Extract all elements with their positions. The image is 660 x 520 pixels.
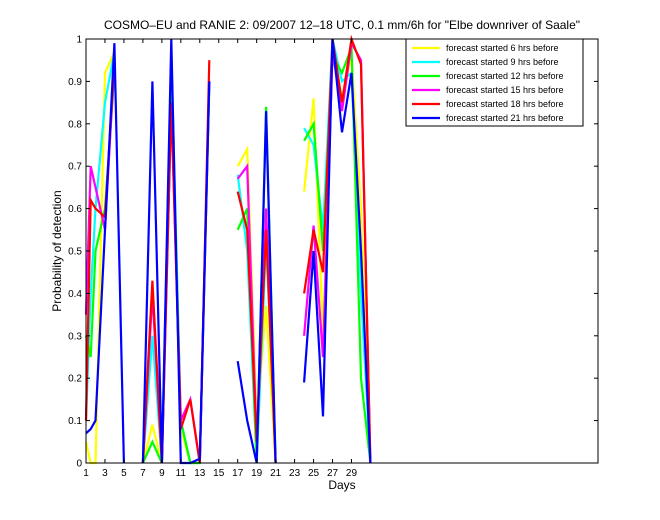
- x-axis-ticks: 1 3 5 7 9 11 13 15 17 19 21 23 25 27 29: [83, 39, 357, 479]
- x-tick-label: 27: [327, 468, 339, 479]
- legend-entry: forecast started 6 hrs before: [446, 43, 559, 53]
- series-line-6: [85, 38, 372, 465]
- y-tick-label: 0.8: [68, 119, 82, 130]
- legend-entry: forecast started 9 hrs before: [446, 57, 559, 67]
- y-tick-label: 0.3: [68, 331, 82, 342]
- legend-entry: forecast started 15 hrs before: [446, 85, 564, 95]
- x-tick-label: 5: [121, 468, 127, 479]
- x-tick-label: 9: [159, 468, 165, 479]
- x-tick-label: 3: [102, 468, 108, 479]
- y-tick-label: 0.5: [68, 247, 82, 258]
- y-tick-label: 0: [76, 459, 82, 470]
- legend-box: [405, 38, 584, 127]
- y-tick-label: 0.6: [68, 204, 82, 215]
- x-tick-label: 25: [308, 468, 320, 479]
- y-tick-label: 0.7: [68, 162, 82, 173]
- y-tick-label: 0.2: [68, 374, 82, 385]
- x-tick-label: 23: [289, 468, 301, 479]
- legend-items: forecast started 6 hrs before forecast st…: [412, 43, 564, 123]
- y-axis-label: Probability of detection: [50, 190, 64, 311]
- x-tick-label: 29: [346, 468, 358, 479]
- y-tick-label: 0.9: [68, 77, 82, 88]
- x-tick-label: 13: [194, 468, 206, 479]
- chart-title: COSMO–EU and RANIE 2: 09/2007 12–18 UTC,…: [104, 18, 580, 32]
- y-tick-label: 0.4: [68, 289, 82, 300]
- legend-entry: forecast started 21 hrs before: [446, 113, 564, 123]
- legend-entry: forecast started 18 hrs before: [446, 99, 564, 109]
- x-tick-label: 11: [176, 468, 187, 479]
- y-axis-ticks: 0 0.1 0.2 0.3 0.4 0.5 0.6 0.7 0.8 0.9 1: [68, 35, 598, 470]
- x-tick-label: 19: [251, 468, 263, 479]
- legend-entry: forecast started 12 hrs before: [446, 71, 564, 81]
- x-tick-label: 17: [232, 468, 244, 479]
- x-tick-label: 7: [140, 468, 146, 479]
- x-tick-label: 1: [83, 468, 89, 479]
- y-tick-label: 1: [76, 35, 82, 46]
- x-tick-label: 21: [270, 468, 282, 479]
- y-tick-label: 0.1: [68, 416, 82, 427]
- x-axis-label: Days: [328, 478, 355, 492]
- x-tick-label: 15: [213, 468, 225, 479]
- legend: forecast started 6 hrs before forecast st…: [405, 38, 584, 127]
